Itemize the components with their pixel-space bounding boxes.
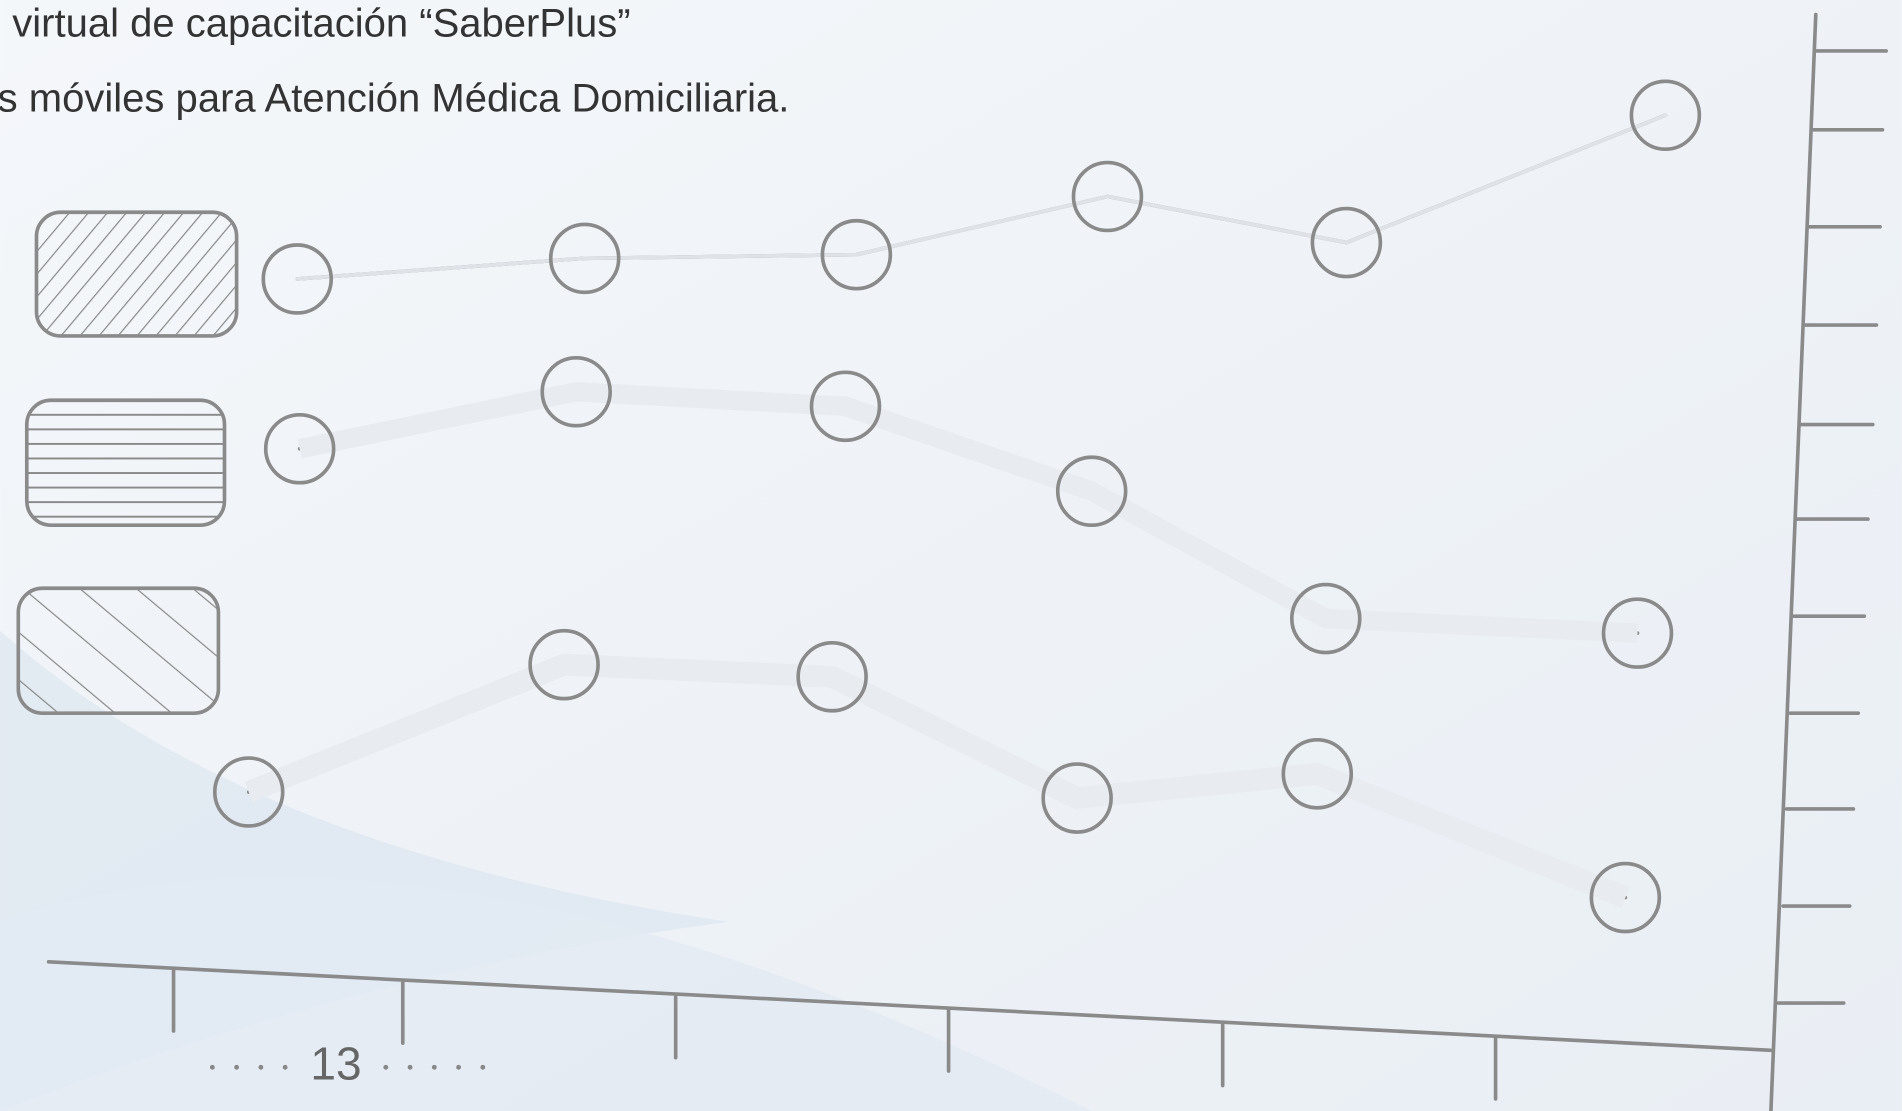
header-line: virtual de capacitación “SaberPlus” — [12, 1, 630, 45]
page-dots — [209, 1064, 486, 1070]
legend-swatches — [16, 210, 239, 715]
header-line: s móviles para Atención Médica Domicilia… — [0, 77, 789, 121]
sketch-line — [263, 355, 1674, 669]
axes — [46, 12, 1888, 1111]
sketch-line — [212, 628, 1662, 934]
decor-shape — [0, 877, 1092, 1111]
page-number: 13 — [310, 1037, 361, 1089]
sketch-line — [261, 79, 1702, 315]
